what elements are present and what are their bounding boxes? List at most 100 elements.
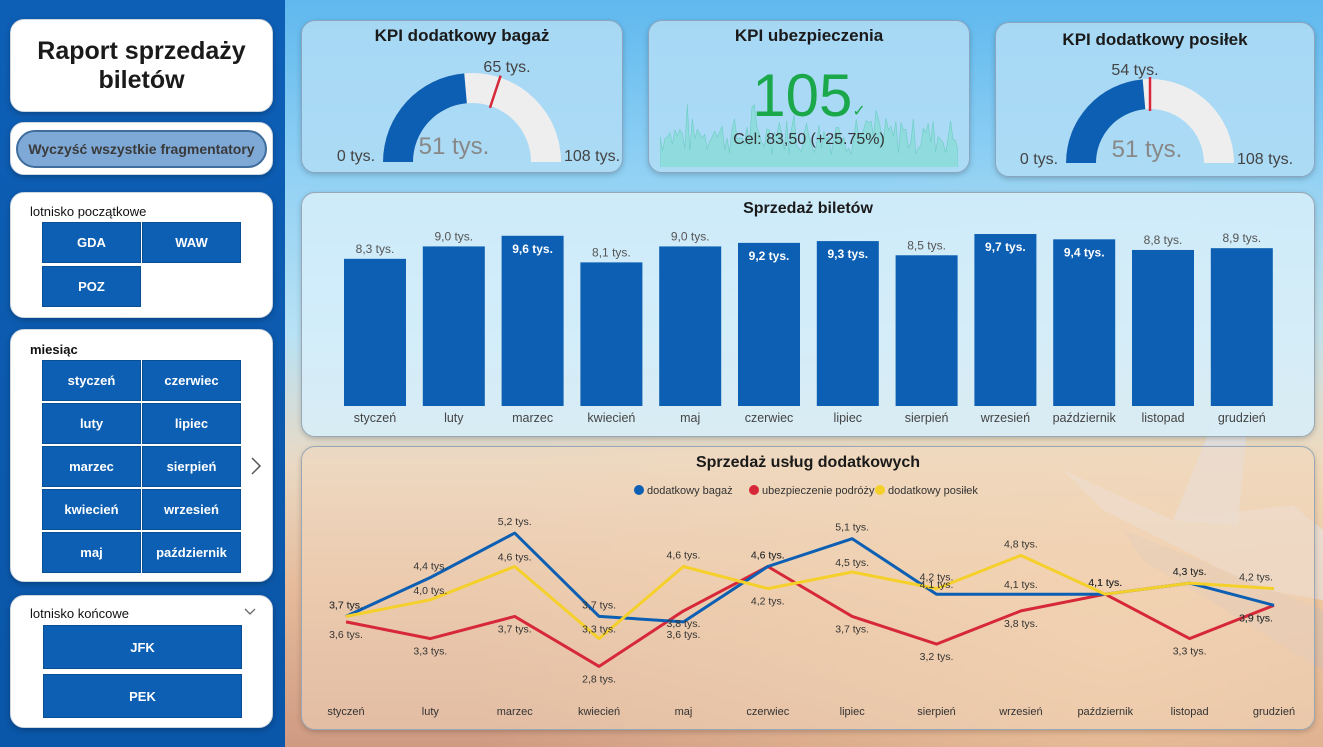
gauge-value: 51 tys. [1112,136,1183,163]
kpi-baggage-card: KPI dodatkowy bagaż 51 tys. 0 tys. 108 t… [301,20,623,173]
x-tick-label: luty [444,411,464,425]
x-tick-label: maj [675,706,693,718]
chevron-right-icon[interactable] [249,456,263,476]
bar-11[interactable] [1210,248,1273,406]
gauge-fill [1066,79,1146,163]
bar-7[interactable] [895,255,958,406]
gauge-max: 108 tys. [1237,151,1293,168]
line-data-label: 4,0 tys. [413,585,447,597]
x-tick-label: grudzień [1253,706,1295,718]
slicer-tile-poz[interactable]: POZ [42,266,141,307]
x-tick-label: czerwiec [746,706,789,718]
line-data-label: 4,1 tys. [920,579,954,591]
gauge-target: 54 tys. [1111,62,1158,79]
clear-all-slicers-button[interactable]: Wyczyść wszystkie fragmentatory [16,129,267,168]
bar-10[interactable] [1132,249,1194,406]
line-data-label: 4,6 tys. [667,549,701,561]
sidebar: Raport sprzedaży biletów Wyczyść wszystki… [0,0,285,747]
bar-6[interactable] [816,241,879,406]
slicer-tile-sierpien[interactable]: sierpień [142,446,241,487]
bar-data-label: 9,6 tys. [512,242,553,256]
slicer-tile-maj[interactable]: maj [42,532,141,573]
kpi-baggage-gauge: 51 tys. 0 tys. 108 tys. 65 tys. [337,59,620,165]
slicer-tile-jfk[interactable]: JFK [43,625,242,669]
bar-9[interactable] [1053,239,1116,406]
kpi-insurance-title: KPI ubezpieczenia [734,26,884,45]
bar-2[interactable] [501,235,564,406]
line-data-label: 4,1 tys. [1088,577,1122,589]
line-data-label: 3,7 tys. [835,623,869,635]
line-data-label: 4,4 tys. [413,561,447,573]
bar-data-label: 9,2 tys. [749,249,790,263]
line-data-label: 4,3 tys. [1173,566,1207,578]
slicer-tile-kwiecien[interactable]: kwiecień [42,489,141,530]
x-tick-label: październik [1053,411,1117,425]
bar-data-label: 9,0 tys. [671,229,710,243]
line-data-label: 3,8 tys. [1004,618,1038,630]
line-data-label: 3,7 tys. [582,599,616,611]
destination-airport-slicer: lotnisko końcowe JFK PEK [10,595,273,728]
x-tick-label: marzec [497,706,534,718]
bar-8[interactable] [974,234,1037,406]
bar-data-label: 8,9 tys. [1222,231,1261,245]
slicer-tile-styczen[interactable]: styczeń [42,360,141,401]
services-sales-chart: dodatkowy bagaż ubezpieczenie podróży doda… [327,485,1295,718]
x-tick-label: luty [422,706,440,718]
slicer-tile-gda[interactable]: GDA [42,222,141,263]
gauge-fill [383,73,467,162]
bar-5[interactable] [738,242,800,406]
series-line-1[interactable] [345,565,1275,668]
line-data-label: 3,6 tys. [667,629,701,641]
line-data-label: 4,6 tys. [498,551,532,563]
line-data-label: 5,1 tys. [835,522,869,534]
gauge-target-marker [488,75,502,109]
slicer-tile-pek[interactable]: PEK [43,674,242,718]
services-sales-title: Sprzedaż usług dodatkowych [695,454,921,471]
slicer-tile-waw[interactable]: WAW [142,222,241,263]
gauge-max: 108 tys. [564,148,620,165]
legend-marker [875,485,885,495]
line-data-label: 3,3 tys. [1173,646,1207,658]
x-tick-label: wrzesień [998,706,1042,718]
bar-0[interactable] [344,258,406,406]
x-tick-label: czerwiec [745,411,794,425]
line-data-label: 3,7 tys. [329,599,363,611]
bar-data-label: 8,3 tys. [356,242,395,256]
slicer-tile-wrzesien[interactable]: wrzesień [142,489,241,530]
x-tick-label: październik [1077,706,1133,718]
legend-label: dodatkowy posiłek [888,485,978,497]
x-tick-label: listopad [1171,706,1209,718]
slicer-tile-marzec[interactable]: marzec [42,446,141,487]
line-data-label: 2,8 tys. [582,673,616,685]
origin-slicer-label: lotnisko początkowe [30,204,147,219]
x-tick-label: sierpień [917,706,956,718]
bar-data-label: 9,3 tys. [827,247,868,261]
line-data-label: 3,9 tys. [1239,612,1273,624]
slicer-tile-luty[interactable]: luty [42,403,141,444]
check-icon: ✓ [852,103,866,120]
main-canvas: KPI dodatkowy bagaż 51 tys. 0 tys. 108 t… [285,0,1323,747]
slicer-tile-czerwiec[interactable]: czerwiec [142,360,241,401]
month-slicer: miesiąc styczeń czerwiec luty lipiec mar… [10,329,273,582]
bar-3[interactable] [580,262,643,406]
kpi-baggage-title: KPI dodatkowy bagaż [374,26,550,45]
series-line-2[interactable] [345,553,1275,641]
line-data-label: 4,6 tys. [751,549,785,561]
line-data-label: 3,3 tys. [582,624,616,636]
kpi-insurance-value-row: 105✓ [649,61,969,130]
x-tick-label: marzec [512,411,553,425]
legend-marker [634,485,644,495]
x-tick-label: maj [680,411,700,425]
bar-1[interactable] [422,246,485,406]
line-data-label: 4,6 tys. [751,549,785,561]
kpi-insurance-sparkline [660,104,958,167]
x-tick-label: kwiecień [578,706,620,718]
chevron-down-icon[interactable] [244,607,256,617]
gauge-min: 0 tys. [337,148,375,165]
slicer-tile-pazdziernik[interactable]: październik [142,532,241,573]
bar-4[interactable] [659,246,722,406]
gauge-target: 65 tys. [483,59,530,76]
x-tick-label: lipiec [840,706,866,718]
kpi-insurance-value: 105 [752,62,853,129]
slicer-tile-lipiec[interactable]: lipiec [142,403,241,444]
